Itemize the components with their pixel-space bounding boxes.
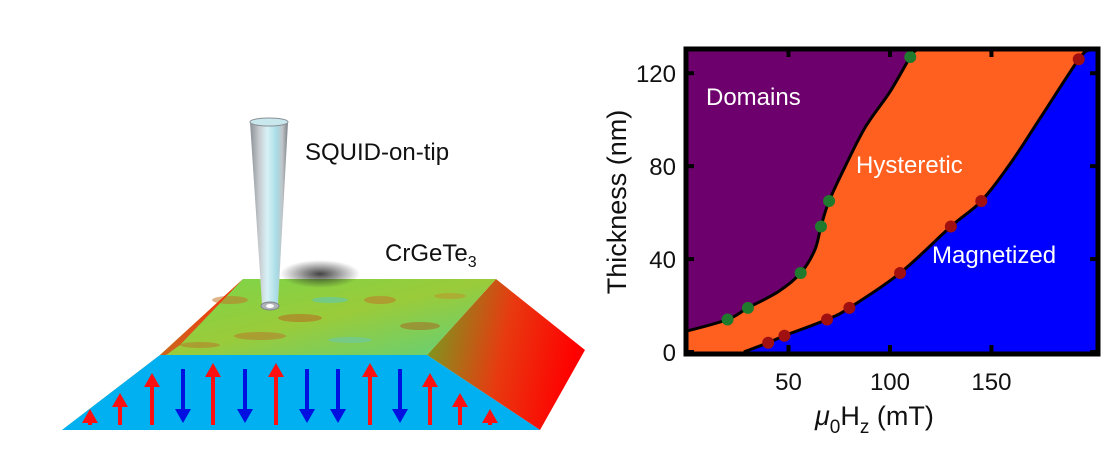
spin-arrow-up — [482, 409, 498, 425]
spin-arrow-up — [452, 393, 468, 425]
x-tick-label: 150 — [971, 369, 1011, 396]
region-label-domains: Domains — [706, 84, 801, 111]
material-label: CrGeTe3 — [385, 240, 477, 272]
spin-arrow-up — [112, 393, 128, 425]
data-point-green — [721, 313, 734, 326]
sample-right-side — [427, 279, 585, 430]
y-tick-label: 0 — [663, 340, 676, 367]
data-point-green — [814, 220, 827, 233]
x-label-sub1: z — [860, 417, 870, 438]
region-label-magnetized: Magnetized — [932, 242, 1056, 269]
spin-arrow-up — [362, 363, 378, 425]
squid-tip — [249, 117, 289, 311]
boundary-line-magnetized — [743, 50, 1090, 352]
x-label-unit: (mT) — [869, 401, 933, 431]
x-axis-label: μ0Hz (mT) — [814, 401, 934, 438]
y-tick-label: 120 — [636, 61, 676, 88]
region-hysteretic — [687, 50, 1097, 352]
y-axis-label: Thickness (nm) — [602, 110, 632, 295]
y-tick-label: 80 — [649, 154, 676, 181]
data-point-green — [823, 195, 836, 207]
data-point-green — [741, 301, 754, 314]
x-label-mu: μ — [814, 401, 830, 431]
data-point-green — [794, 267, 807, 280]
x-tick-label: 50 — [775, 369, 802, 396]
spin-arrow-down — [330, 369, 346, 423]
plot-frame — [683, 46, 1101, 357]
data-point-red — [944, 220, 957, 233]
boundary-line-domains — [687, 50, 918, 333]
spin-arrow-down — [175, 369, 191, 423]
spin-arrow-up — [82, 409, 98, 425]
data-point-red — [778, 329, 791, 342]
spin-arrows — [82, 363, 498, 425]
data-point-green — [904, 50, 917, 63]
x-tick-label: 100 — [870, 369, 910, 396]
spin-arrow-up — [144, 373, 160, 425]
y-tick-label: 40 — [649, 247, 676, 274]
spin-arrow-down — [392, 369, 408, 423]
material-subscript: 3 — [467, 253, 477, 271]
spin-arrow-up — [268, 363, 284, 425]
squid-illustration — [62, 117, 585, 430]
tip-shadow — [280, 260, 360, 288]
probe-label: SQUID-on-tip — [305, 139, 450, 166]
region-label-hysteretic: Hysteretic — [856, 152, 963, 179]
x-label-sub0: 0 — [830, 417, 841, 438]
spin-arrow-up — [205, 363, 221, 425]
material-formula: CrGeTe — [385, 240, 468, 267]
data-point-red — [1072, 53, 1085, 66]
region-magnetized — [687, 50, 1097, 352]
spin-arrow-down — [299, 369, 315, 423]
x-label-h: H — [840, 401, 860, 431]
data-point-red — [975, 195, 988, 207]
data-point-red — [762, 336, 775, 349]
data-point-red — [894, 267, 907, 280]
magnetic-texture — [180, 293, 466, 348]
spin-arrow-down — [237, 369, 253, 423]
data-point-red — [843, 301, 856, 314]
spin-arrow-up — [422, 373, 438, 425]
region-domains — [687, 50, 917, 332]
data-point-red — [821, 313, 834, 326]
